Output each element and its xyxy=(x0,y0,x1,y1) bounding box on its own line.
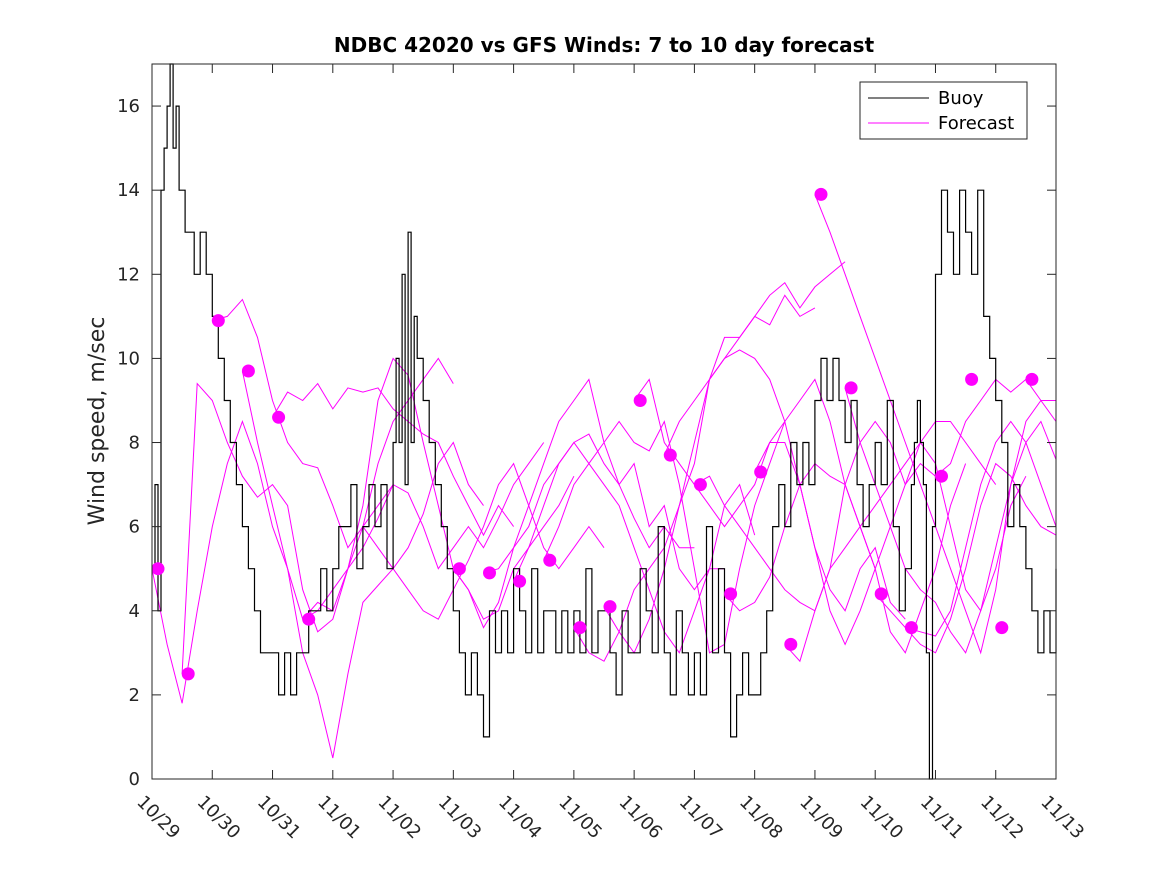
forecast-line-5 xyxy=(272,382,515,537)
forecast-marker-5 xyxy=(272,410,286,424)
forecast-marker-26 xyxy=(1025,372,1039,386)
y-tick-label: 12 xyxy=(117,264,140,285)
forecast-marker-23 xyxy=(935,469,948,483)
forecast-marker-11 xyxy=(573,621,587,635)
chart-title: NDBC 42020 vs GFS Winds: 7 to 10 day for… xyxy=(334,33,875,57)
y-tick-label: 6 xyxy=(129,517,140,538)
forecast-line-3 xyxy=(212,298,454,549)
forecast-marker-13 xyxy=(633,394,647,407)
forecast-marker-1 xyxy=(151,562,165,576)
forecast-marker-16 xyxy=(724,587,738,601)
legend-label-forecast: Forecast xyxy=(938,113,1014,134)
forecast-line-8 xyxy=(362,462,605,620)
y-tick-label: 14 xyxy=(117,180,140,201)
forecast-line-12 xyxy=(543,420,786,654)
forecast-line-19 xyxy=(754,421,997,646)
forecast-marker-6 xyxy=(302,612,316,626)
forecast-marker-3 xyxy=(211,314,225,328)
forecast-marker-8 xyxy=(483,566,496,580)
forecast-marker-20 xyxy=(844,381,858,395)
axes-box xyxy=(151,63,1057,780)
forecast-line-2 xyxy=(181,382,394,674)
forecast-marker-24 xyxy=(965,372,979,386)
y-axis-label: Wind speed, m/sec xyxy=(85,317,110,526)
forecast-marker-21 xyxy=(874,587,888,601)
forecast-marker-4 xyxy=(241,364,255,378)
y-tick-label: 16 xyxy=(117,96,140,117)
forecast-marker-19 xyxy=(814,187,828,201)
forecast-line-20 xyxy=(784,441,1027,663)
forecast-line-18 xyxy=(724,462,967,654)
y-tick-label: 8 xyxy=(129,433,140,454)
legend: Buoy Forecast xyxy=(859,81,1028,140)
forecast-marker-9 xyxy=(513,574,527,588)
forecast-marker-25 xyxy=(995,621,1009,635)
forecast-line-6 xyxy=(302,442,545,620)
forecast-marker-12 xyxy=(603,600,617,614)
forecast-line-24 xyxy=(905,420,1057,637)
forecast-line-16 xyxy=(663,349,906,620)
forecast-marker-15 xyxy=(693,478,707,492)
forecast-marker-17 xyxy=(754,465,768,479)
forecast-line-4 xyxy=(241,370,484,759)
forecast-line-22 xyxy=(844,387,1057,654)
forecast-marker-18 xyxy=(784,637,798,651)
y-tick-label: 2 xyxy=(129,685,140,706)
forecast-marker-14 xyxy=(663,448,677,462)
forecast-line-13 xyxy=(573,294,816,662)
forecast-line-11 xyxy=(513,441,756,654)
forecast-marker-7 xyxy=(452,562,466,576)
legend-label-buoy: Buoy xyxy=(938,88,984,109)
legend-box xyxy=(859,81,1028,140)
y-tick-label: 10 xyxy=(117,348,140,369)
y-tick-label: 4 xyxy=(129,601,140,622)
forecast-marker-10 xyxy=(543,553,557,567)
y-tick-label: 0 xyxy=(129,769,140,790)
forecast-marker-2 xyxy=(181,667,195,681)
plot-area xyxy=(151,63,1057,780)
buoy-line xyxy=(152,63,1057,780)
y-axis: 0 2 4 6 8 10 12 14 16 xyxy=(117,96,1056,790)
forecast-marker-22 xyxy=(904,621,918,635)
